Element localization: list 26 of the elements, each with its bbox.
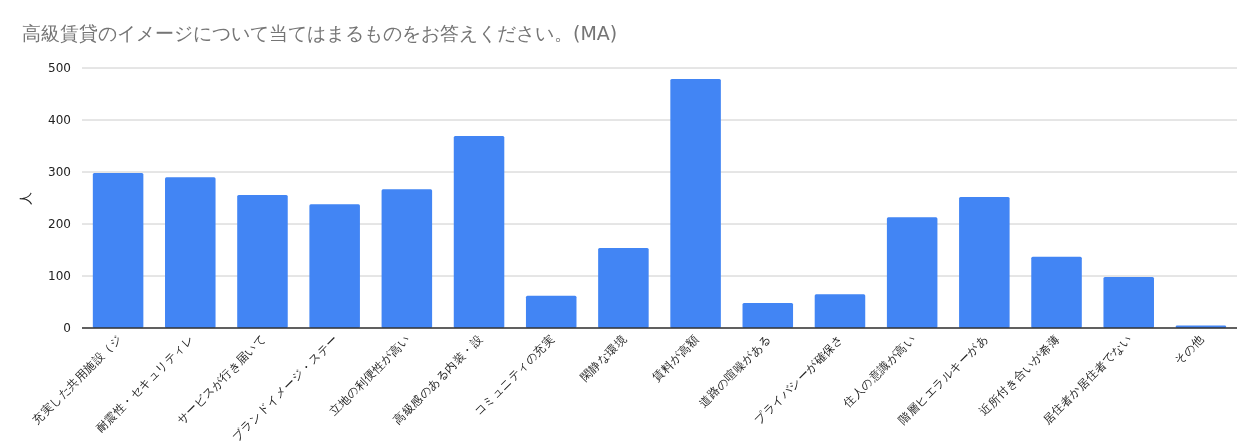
- bar: [742, 303, 794, 328]
- bar: [165, 177, 216, 328]
- bar: [525, 295, 577, 328]
- bar: [309, 204, 360, 328]
- bar: [237, 194, 288, 328]
- bar: [670, 78, 721, 328]
- bar: [814, 294, 866, 328]
- bar: [381, 189, 433, 328]
- y-tick-label: 400: [48, 113, 71, 127]
- x-tick-label: 閑静な環境: [577, 332, 630, 385]
- bar: [886, 217, 938, 328]
- bar: [1103, 277, 1154, 328]
- bar: [453, 136, 505, 328]
- x-tick-label: 賃料が高額: [649, 332, 702, 385]
- y-axis-title: 人: [18, 191, 33, 205]
- y-tick-label: 200: [48, 217, 71, 231]
- x-tick-label: その他: [1171, 332, 1208, 368]
- chart-title: 高級賃貸のイメージについて当てはまるものをお答えください。(MA): [22, 22, 618, 44]
- y-tick-label: 500: [48, 61, 71, 75]
- bar: [598, 247, 649, 328]
- y-tick-label: 300: [48, 165, 71, 179]
- y-tick-label: 0: [63, 321, 71, 335]
- y-tick-label: 100: [48, 269, 71, 283]
- bar: [1031, 256, 1082, 328]
- bar: [92, 173, 144, 328]
- bar: [959, 196, 1010, 328]
